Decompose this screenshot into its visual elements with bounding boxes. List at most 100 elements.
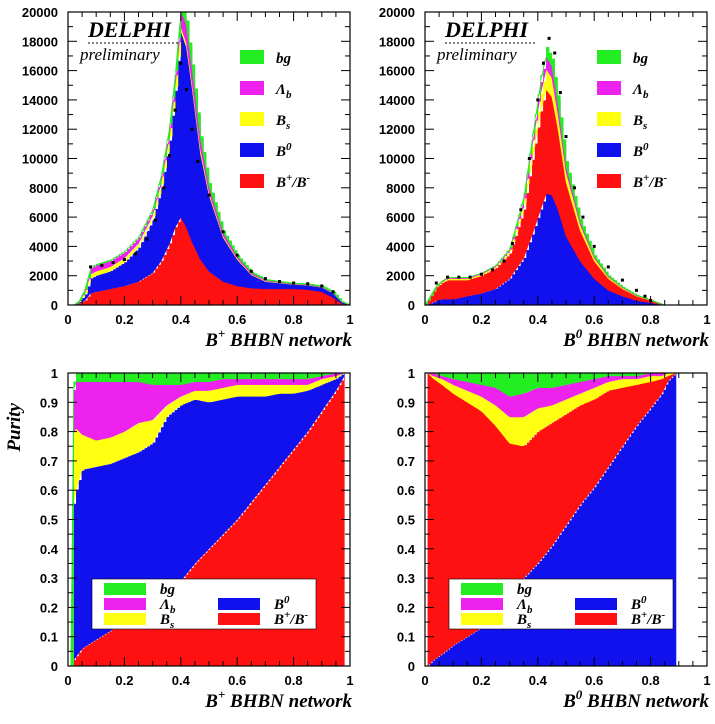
y-tick-label: 0.6 bbox=[40, 483, 58, 498]
y-tick-label: 0.4 bbox=[40, 542, 59, 557]
y-tick-label: 2000 bbox=[386, 269, 415, 284]
x-tick-label: 0 bbox=[421, 312, 428, 327]
data-point bbox=[558, 91, 562, 95]
x-tick-label: 0 bbox=[64, 673, 71, 688]
y-tick-label: 0.8 bbox=[40, 425, 58, 440]
data-point bbox=[592, 244, 596, 248]
data-point bbox=[179, 61, 183, 65]
data-point bbox=[547, 36, 551, 40]
data-point bbox=[564, 135, 568, 139]
data-point bbox=[184, 88, 188, 92]
legend-swatch-B_s bbox=[240, 112, 264, 126]
x-tick-label: 1 bbox=[703, 673, 710, 688]
data-point bbox=[320, 284, 324, 288]
y-tick-label: 12000 bbox=[379, 122, 415, 137]
x-tick-label: 0.4 bbox=[529, 673, 548, 688]
data-point bbox=[446, 275, 450, 279]
data-point bbox=[263, 277, 267, 281]
logo-text: DELPHI bbox=[444, 17, 530, 42]
y-tick-label: 0.7 bbox=[40, 454, 58, 469]
data-points bbox=[89, 61, 335, 294]
legend-swatch-lambda_b bbox=[104, 598, 146, 610]
data-point bbox=[207, 193, 211, 197]
data-point bbox=[221, 230, 225, 234]
x-tick-label: 0.4 bbox=[172, 673, 191, 688]
data-point bbox=[541, 61, 545, 65]
x-tick-label: 0.6 bbox=[585, 312, 603, 327]
legend-label-B0: B0 bbox=[630, 594, 647, 613]
y-tick-label: 0.2 bbox=[40, 600, 58, 615]
x-axis-label: B0 BHBN network bbox=[562, 687, 709, 712]
data-point bbox=[553, 51, 557, 55]
y-tick-label: 4000 bbox=[29, 239, 58, 254]
data-point bbox=[162, 186, 166, 190]
legend-label-lambda_b: Λb bbox=[159, 597, 176, 616]
legend-label-bg: bg bbox=[633, 51, 649, 67]
data-point bbox=[457, 275, 461, 279]
legend-swatch-B0 bbox=[597, 143, 621, 157]
y-tick-label: 0.1 bbox=[397, 630, 415, 645]
y-tick-label: 20000 bbox=[379, 5, 415, 20]
x-tick-label: 0.8 bbox=[285, 312, 303, 327]
data-point bbox=[620, 278, 624, 282]
data-point bbox=[434, 281, 438, 285]
data-point bbox=[536, 98, 540, 102]
x-tick-label: 1 bbox=[703, 312, 710, 327]
legend-label-bg: bg bbox=[276, 51, 292, 67]
y-tick-label: 0.4 bbox=[397, 542, 416, 557]
y-tick-label: 18000 bbox=[22, 34, 58, 49]
x-tick-label: 0.4 bbox=[172, 312, 191, 327]
data-point bbox=[292, 281, 296, 285]
y-tick-label: 6000 bbox=[386, 210, 415, 225]
data-point bbox=[278, 280, 281, 284]
x-tick-label: 0.2 bbox=[472, 673, 490, 688]
data-point bbox=[249, 269, 253, 273]
data-point bbox=[331, 290, 335, 294]
data-point bbox=[122, 258, 126, 262]
data-point bbox=[306, 282, 310, 286]
legend-label-B0: B0 bbox=[275, 141, 292, 160]
series-area-bg bbox=[68, 11, 351, 306]
data-point bbox=[168, 154, 172, 158]
y-tick-label: 0.7 bbox=[397, 454, 415, 469]
y-tick-label: 0.3 bbox=[397, 571, 415, 586]
x-axis-label: B0 BHBN network bbox=[562, 326, 709, 351]
x-tick-label: 0.2 bbox=[472, 312, 490, 327]
y-tick-label: 0.6 bbox=[397, 483, 415, 498]
x-tick-label: 0.4 bbox=[529, 312, 548, 327]
data-point bbox=[643, 294, 647, 298]
logo-text: DELPHI bbox=[87, 17, 173, 42]
panel-bottom-left: 0 0.2 0.4 0.6 0.8 1 0 0.1 0.2 0.3 0.4 0.5 0.6 0.7 0.8 0… bbox=[4, 366, 354, 712]
preliminary-note: preliminary bbox=[79, 45, 160, 64]
y-axis-label: Purity bbox=[4, 402, 25, 452]
legend-swatch-B_s bbox=[597, 112, 621, 126]
y-tick-label: 0.5 bbox=[40, 513, 58, 528]
data-point bbox=[145, 237, 149, 241]
legend-swatch-lambda_b bbox=[240, 81, 264, 95]
panel-top-left: 0 0.2 0.4 0.6 0.8 1 0 2000 4000 6000 8000 10000 1200… bbox=[22, 5, 354, 351]
legend-label-lambda_b: Λb bbox=[275, 82, 292, 101]
data-point bbox=[235, 253, 239, 257]
data-point bbox=[510, 241, 514, 245]
data-point bbox=[468, 275, 472, 279]
y-tick-label: 16000 bbox=[22, 64, 58, 79]
legend-label-bg: bg bbox=[160, 582, 176, 598]
x-tick-label: 0.6 bbox=[585, 673, 603, 688]
panel-top-right: 0 0.2 0.4 0.6 0.8 1 0 2000 4000 6000 8000 10000 1200… bbox=[379, 5, 711, 351]
y-tick-label: 6000 bbox=[29, 210, 58, 225]
data-point bbox=[196, 159, 200, 163]
y-tick-label: 0 bbox=[51, 659, 58, 674]
y-tick-label: 16000 bbox=[379, 64, 415, 79]
y-tick-label: 0 bbox=[51, 298, 58, 313]
x-tick-label: 0.6 bbox=[228, 673, 246, 688]
y-tick-label: 18000 bbox=[379, 34, 415, 49]
legend-label-lambda_b: Λb bbox=[516, 597, 533, 616]
data-point bbox=[89, 265, 93, 269]
y-tick-label: 0.8 bbox=[397, 425, 415, 440]
data-point bbox=[502, 259, 506, 263]
data-point bbox=[491, 268, 495, 272]
legend-swatch-bg bbox=[104, 583, 146, 595]
legend-swatch-B_s bbox=[461, 613, 503, 625]
